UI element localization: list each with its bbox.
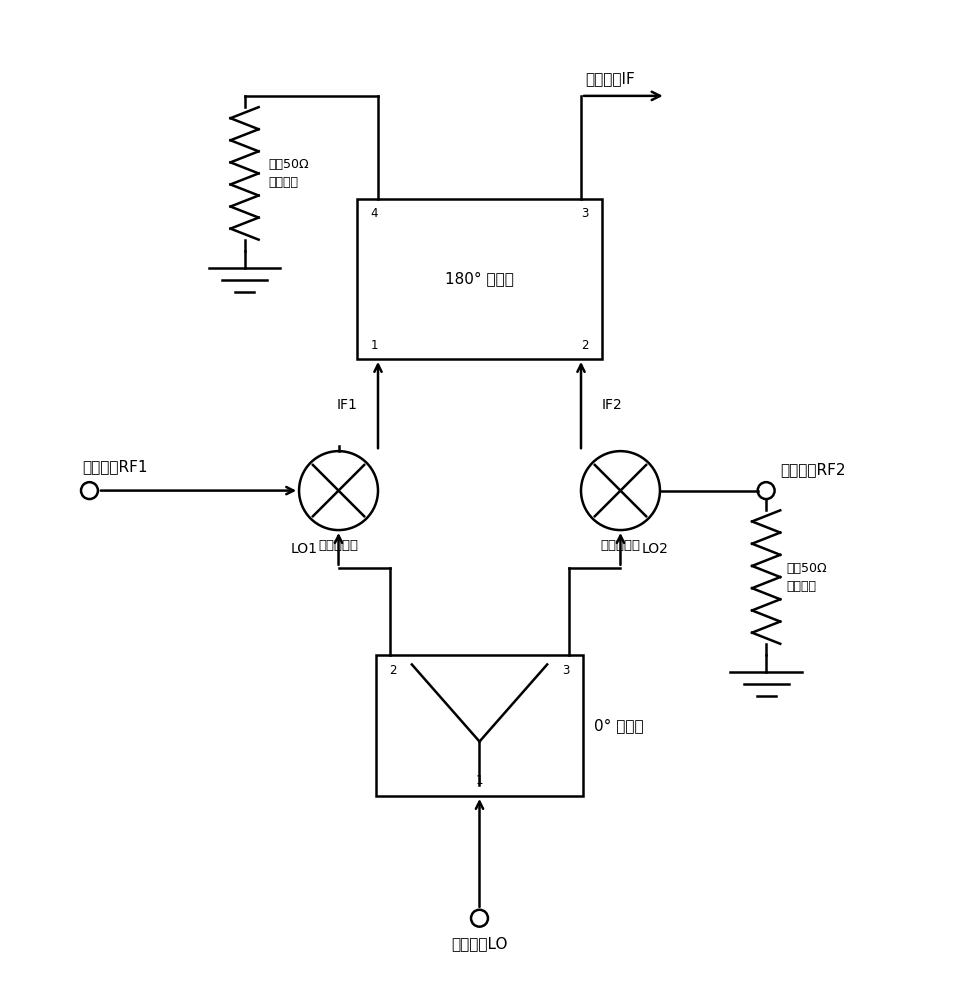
Text: 2: 2 [581,339,589,352]
Text: LO2: LO2 [642,542,668,556]
Text: 射频信号RF1: 射频信号RF1 [82,460,148,475]
Text: 3: 3 [581,207,589,220]
Text: 2: 2 [389,664,397,677]
Text: 1: 1 [370,339,378,352]
Bar [358,199,601,359]
Text: IF1: IF1 [337,398,358,412]
Text: 第一50Ω
匹配负载: 第一50Ω 匹配负载 [786,562,828,593]
Text: 中频信号IF: 中频信号IF [586,71,636,86]
Text: 本振信号LO: 本振信号LO [452,936,507,951]
Text: 4: 4 [370,207,378,220]
Text: 第一混频器: 第一混频器 [318,539,359,552]
Text: 180° 耦合桥: 180° 耦合桥 [445,272,514,287]
Text: 射频信号RF2: 射频信号RF2 [781,462,846,477]
Bar [376,655,583,796]
Text: LO1: LO1 [291,542,317,556]
Text: IF2: IF2 [601,398,622,412]
Text: 1: 1 [476,774,483,787]
Text: 第二混频器: 第二混频器 [600,539,641,552]
Text: 0° 功分器: 0° 功分器 [595,718,643,733]
Text: 3: 3 [562,664,570,677]
Text: 第二50Ω
匹配负载: 第二50Ω 匹配负载 [268,158,309,189]
